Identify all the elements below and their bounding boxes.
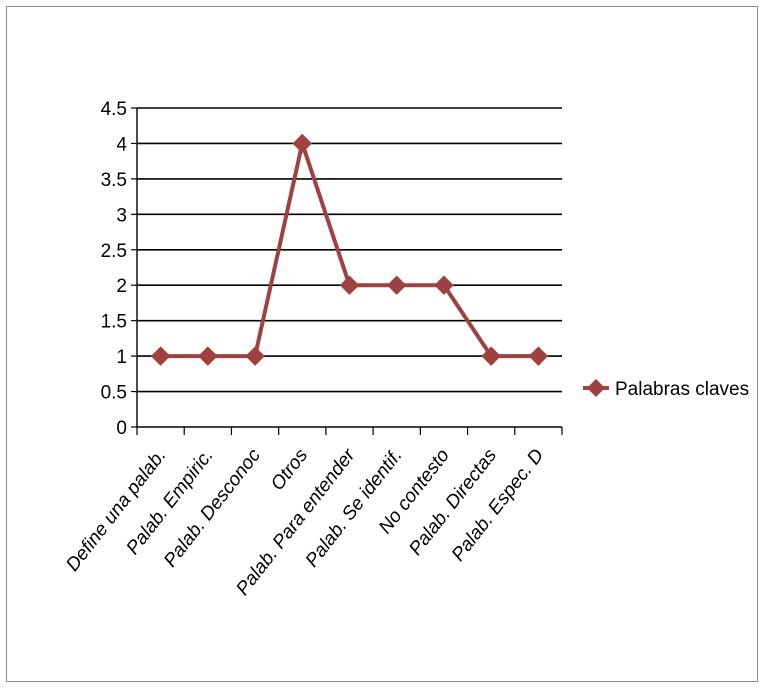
data-point [292, 133, 312, 154]
y-tick-label: 2 [116, 276, 127, 297]
legend-label: Palabras claves [615, 379, 749, 400]
data-point [339, 275, 360, 295]
x-tick-label: Otros [267, 445, 312, 495]
y-tick-label: 2.5 [101, 241, 127, 262]
y-tick-label: 0 [116, 418, 127, 439]
legend-swatch-marker [587, 379, 605, 397]
gridlines [137, 107, 562, 393]
data-point [198, 346, 218, 366]
data-point [387, 275, 407, 295]
data-point [434, 275, 454, 295]
data-point [528, 346, 549, 366]
data-point [481, 346, 501, 366]
data-point [245, 346, 265, 366]
y-tick-label: 4.5 [101, 99, 127, 120]
x-tick-labels: Define una palab.Palab. Empiric.Palab. D… [62, 445, 548, 600]
y-tick-label: 4 [116, 134, 127, 155]
y-tick-labels: 0 0.5 1 1.5 2 2.5 3 3.5 4 4.5 [101, 99, 128, 439]
y-tick-label: 1.5 [101, 312, 127, 333]
axes [131, 107, 563, 435]
y-tick-label: 0.5 [101, 383, 127, 404]
chart-frame [6, 6, 758, 682]
y-tick-label: 3.5 [101, 170, 127, 191]
legend: Palabras claves [583, 379, 749, 400]
y-tick-label: 1 [116, 347, 127, 368]
data-point [150, 346, 171, 366]
y-tick-label: 3 [116, 205, 127, 226]
series-group [150, 133, 549, 366]
